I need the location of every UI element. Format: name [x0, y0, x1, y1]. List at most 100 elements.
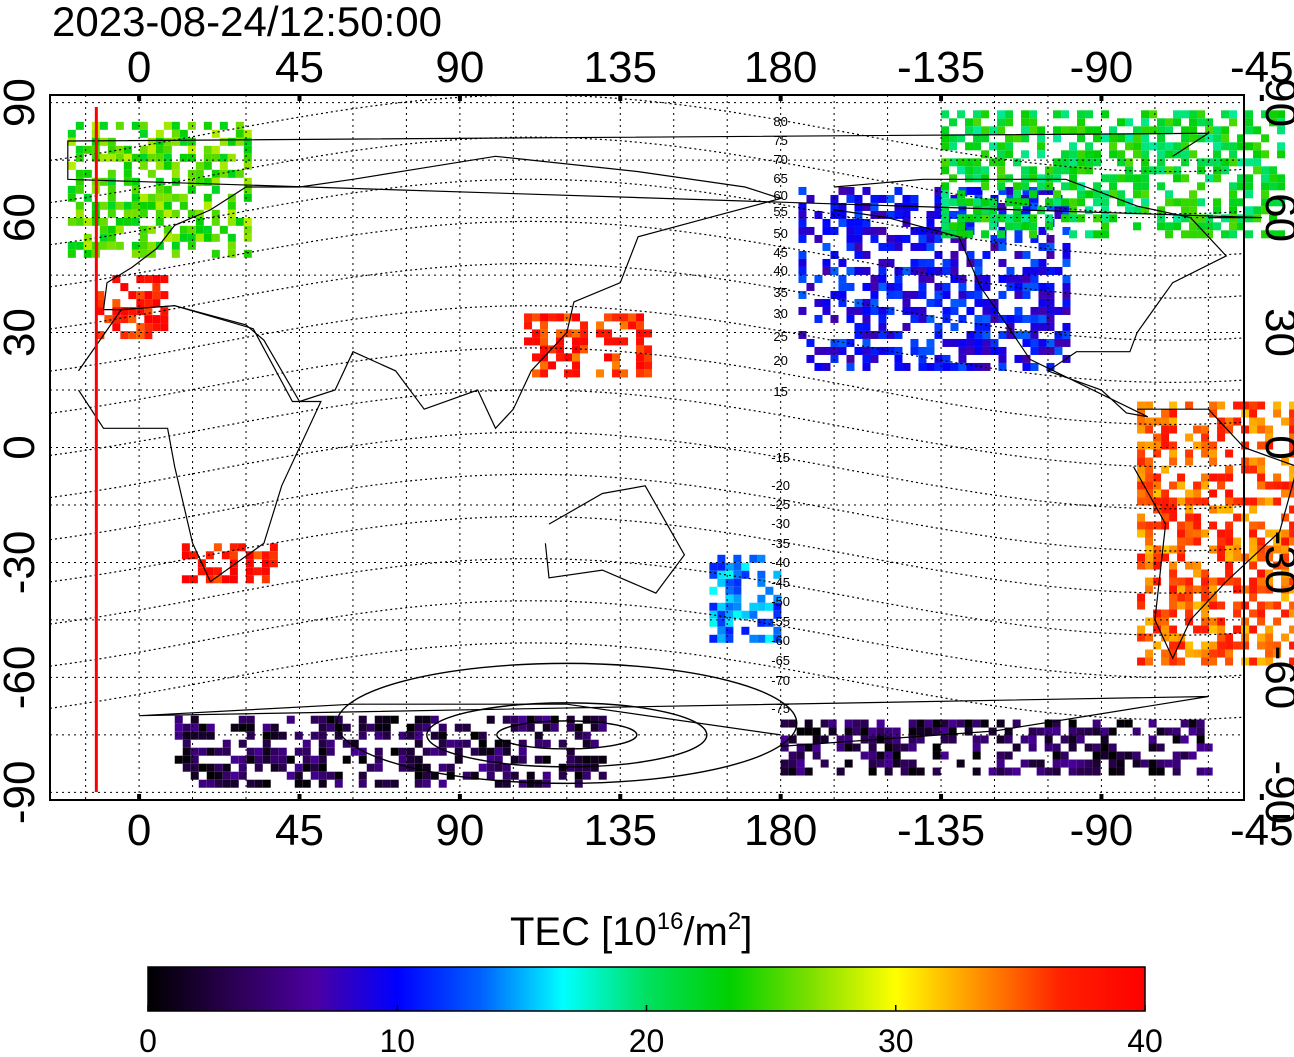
- tec-cell: [1269, 174, 1278, 183]
- tec-cell: [1205, 118, 1214, 127]
- tec-cell: [147, 137, 156, 146]
- tec-cell: [1036, 727, 1045, 736]
- tec-cell: [1257, 641, 1266, 650]
- tec-cell: [996, 759, 1005, 768]
- tec-cell: [1217, 425, 1226, 434]
- tec-cell: [604, 313, 613, 322]
- tec-cell: [846, 282, 855, 291]
- tec-cell: [1137, 521, 1146, 530]
- tec-cell: [1265, 657, 1274, 666]
- tec-cell: [1137, 633, 1146, 642]
- tec-cell: [144, 299, 153, 308]
- tec-cell: [908, 743, 917, 752]
- tec-cell: [1153, 641, 1162, 650]
- tec-cell: [1217, 401, 1226, 410]
- tec-cell: [1237, 182, 1246, 191]
- tec-cell: [1233, 609, 1242, 618]
- contour-value-label: -50: [771, 594, 790, 609]
- tec-cell: [112, 315, 121, 324]
- tec-cell: [1189, 110, 1198, 119]
- tec-cell: [1060, 759, 1069, 768]
- tec-cell: [870, 226, 879, 235]
- tec-cell: [612, 361, 621, 370]
- tec-cell: [1141, 166, 1150, 175]
- tec-cell: [1201, 593, 1210, 602]
- tec-cell: [1209, 649, 1218, 658]
- tec-cell: [1217, 433, 1226, 442]
- tec-cell: [1201, 585, 1210, 594]
- tec-cell: [1241, 425, 1250, 434]
- tec-cell: [1117, 134, 1126, 143]
- coastline: [544, 485, 686, 594]
- tec-cell: [1077, 214, 1086, 223]
- tec-cell: [374, 723, 383, 732]
- tec-cell: [830, 346, 839, 355]
- tec-cell: [957, 230, 966, 239]
- tec-cell: [1046, 362, 1055, 371]
- tec-cell: [160, 291, 169, 300]
- tec-cell: [1061, 182, 1070, 191]
- tec-cell: [1137, 561, 1146, 570]
- tec-cell: [806, 194, 815, 203]
- tec-cell: [75, 241, 84, 250]
- tec-cell: [972, 767, 981, 776]
- tec-cell: [1241, 553, 1250, 562]
- tec-cell: [709, 562, 718, 571]
- tec-cell: [510, 723, 519, 732]
- tec-cell: [974, 274, 983, 283]
- tec-cell: [1241, 601, 1250, 610]
- tec-cell: [243, 217, 252, 226]
- tec-cell: [1061, 198, 1070, 207]
- tec-cell: [1085, 206, 1094, 215]
- tec-cell: [1197, 230, 1206, 239]
- tec-cell: [1062, 290, 1071, 299]
- tec-cell: [596, 329, 605, 338]
- tec-cell: [788, 751, 797, 760]
- tec-cell: [1273, 641, 1282, 650]
- tec-cell: [1038, 282, 1047, 291]
- contour-line: [49, 642, 1245, 721]
- tec-cell: [974, 346, 983, 355]
- bottom-lon-label: 180: [744, 806, 817, 855]
- tec-cell: [214, 771, 223, 780]
- tec-cell: [123, 153, 132, 162]
- tec-cell: [131, 193, 140, 202]
- tec-cell: [1030, 306, 1039, 315]
- tec-cell: [171, 129, 180, 138]
- tec-cell: [136, 299, 145, 308]
- tec-cell: [1177, 481, 1186, 490]
- tec-cell: [838, 338, 847, 347]
- tec-cell: [950, 266, 959, 275]
- tec-cell: [326, 747, 335, 756]
- tec-cell: [163, 193, 172, 202]
- tec-cell: [1069, 150, 1078, 159]
- tec-cell: [981, 206, 990, 215]
- tec-cell: [1233, 537, 1242, 546]
- tec-cell: [1249, 561, 1258, 570]
- tec-cell: [1132, 751, 1141, 760]
- contour-value-label: -35: [771, 536, 790, 551]
- tec-cell: [1061, 158, 1070, 167]
- tec-cell: [972, 743, 981, 752]
- tec-cell: [717, 634, 726, 643]
- tec-cell: [152, 283, 161, 292]
- tec-cell: [1133, 222, 1142, 231]
- tec-cell: [1153, 473, 1162, 482]
- tec-cell: [806, 282, 815, 291]
- tec-cell: [1209, 641, 1218, 650]
- tec-cell: [1116, 719, 1125, 728]
- tec-cell: [1193, 569, 1202, 578]
- tec-cell: [470, 731, 479, 740]
- tec-cell: [1257, 537, 1266, 546]
- tec-cell: [924, 719, 933, 728]
- tec-cell: [182, 747, 191, 756]
- tec-cell: [1062, 338, 1071, 347]
- right-lat-label: -30: [1256, 531, 1294, 595]
- bottom-lon-label: 45: [275, 806, 324, 855]
- tec-cell: [1046, 186, 1055, 195]
- tec-cell: [510, 771, 519, 780]
- tec-cell: [1249, 657, 1258, 666]
- tec-cell: [414, 739, 423, 748]
- tec-cell: [822, 242, 831, 251]
- tec-cell: [1084, 759, 1093, 768]
